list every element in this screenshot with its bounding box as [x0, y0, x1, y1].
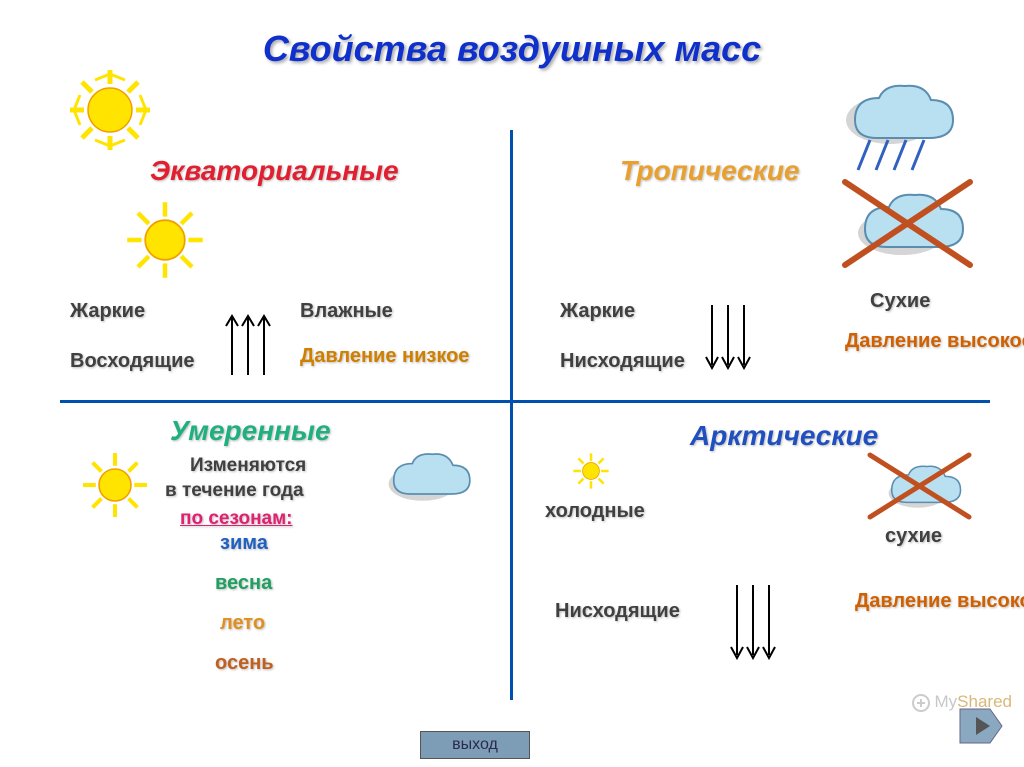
- q2-title: Тропические: [620, 155, 800, 187]
- arrows-up-icon: [220, 310, 280, 380]
- cloud-icon: [370, 440, 480, 515]
- q1-humid: Влажные: [300, 300, 393, 323]
- watermark-my: My: [935, 692, 958, 711]
- q2-descending: Нисходящие: [560, 350, 685, 373]
- sun-icon: [120, 195, 210, 285]
- q4-pressure: Давление высокое: [855, 590, 1015, 612]
- q3-summer: лето: [220, 612, 265, 635]
- q3-seasons-label: по сезонам:: [180, 508, 293, 530]
- q2-hot: Жаркие: [560, 300, 635, 323]
- sun-small-icon: [570, 450, 612, 492]
- page-title: Свойства воздушных масс: [263, 28, 761, 70]
- q3-winter: зима: [220, 532, 268, 555]
- q4-descending: Нисходящие: [555, 600, 680, 623]
- q4-dry: сухие: [885, 525, 942, 548]
- q2-dry: Сухие: [870, 290, 930, 313]
- q1-title: Экваториальные: [150, 155, 399, 187]
- arrows-down-icon: [700, 300, 760, 375]
- cross-icon: [835, 170, 980, 275]
- q3-title: Умеренные: [170, 415, 331, 447]
- q3-autumn: осень: [215, 652, 274, 675]
- q3-spring: весна: [215, 572, 272, 595]
- axis-horizontal: [60, 400, 990, 403]
- axis-vertical: [510, 130, 513, 700]
- q4-title: Арктические: [690, 420, 878, 452]
- q3-change1: Изменяются: [190, 455, 306, 477]
- q1-ascending: Восходящие: [70, 350, 195, 373]
- exit-button[interactable]: выход: [420, 731, 530, 759]
- cross-icon: [862, 445, 977, 525]
- rain-cloud-icon: [830, 80, 960, 175]
- q1-pressure: Давление низкое: [300, 345, 460, 367]
- q4-cold: холодные: [545, 500, 645, 523]
- q1-hot: Жаркие: [70, 300, 145, 323]
- sun-icon: [60, 60, 160, 160]
- watermark: MyShared: [912, 692, 1012, 712]
- q3-change2: в течение года: [165, 480, 304, 502]
- q2-pressure: Давление высокое: [845, 330, 1005, 352]
- arrows-down-icon: [725, 580, 785, 665]
- watermark-sh: Shared: [957, 692, 1012, 711]
- sun-icon: [75, 445, 155, 525]
